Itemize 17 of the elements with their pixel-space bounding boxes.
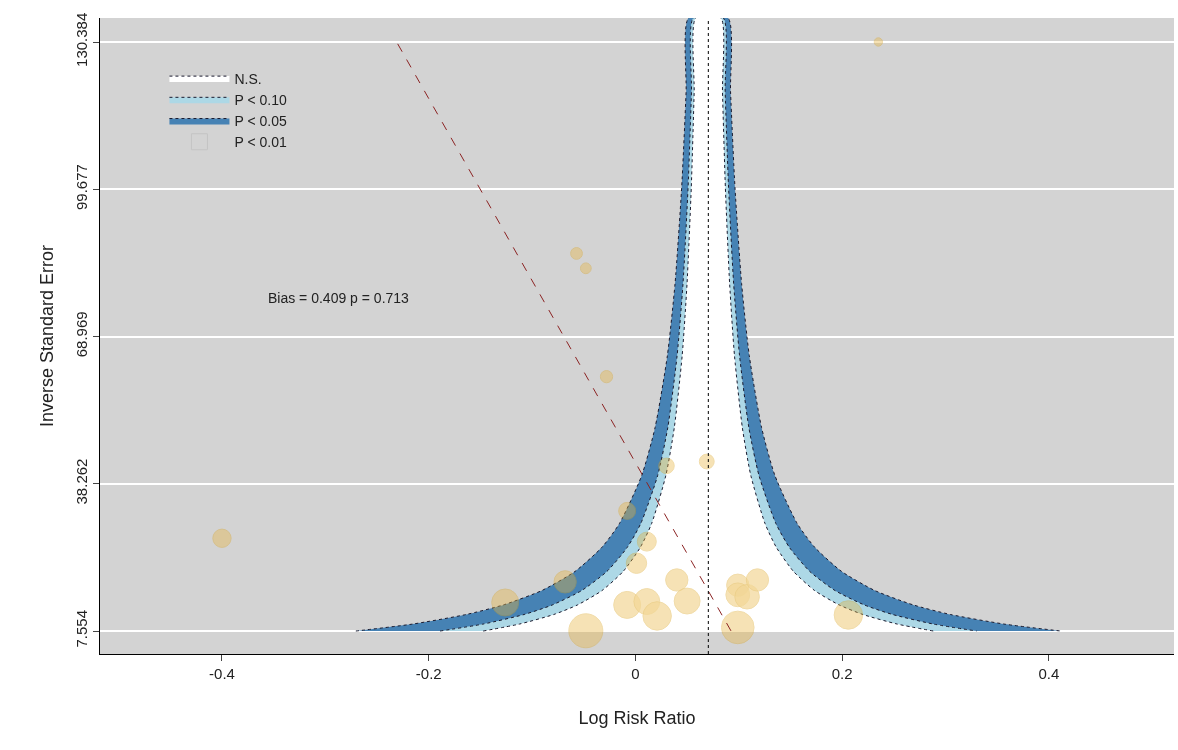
x-axis-title: Log Risk Ratio — [578, 708, 696, 729]
x-tick-label: -0.4 — [209, 665, 235, 682]
x-tick-label: 0 — [631, 665, 640, 682]
legend-label: P < 0.05 — [234, 112, 287, 129]
legend-label: P < 0.01 — [234, 134, 287, 151]
legend-label: P < 0.10 — [234, 91, 287, 108]
y-tick-label: 130.384 — [73, 12, 90, 67]
x-tick-label: 0.2 — [831, 665, 853, 682]
x-tick-label: -0.2 — [415, 665, 442, 682]
y-axis-title: Inverse Standard Error — [37, 244, 58, 428]
y-tick-label: 7.554 — [73, 609, 90, 648]
annotation: Bias = 0.409 p = 0.713 — [268, 290, 410, 306]
y-tick-label: 38.262 — [73, 458, 90, 505]
legend-label: N.S. — [234, 70, 262, 87]
x-tick-label: 0.4 — [1038, 665, 1060, 682]
y-tick-label: 68.969 — [73, 311, 90, 358]
y-tick-label: 99.677 — [73, 164, 90, 210]
